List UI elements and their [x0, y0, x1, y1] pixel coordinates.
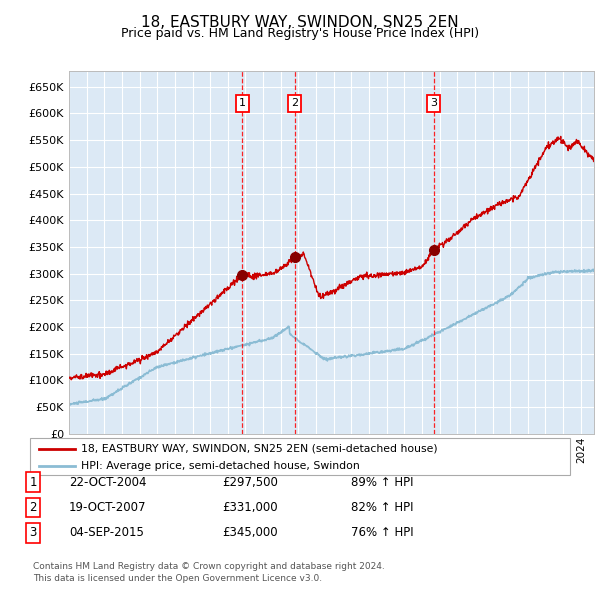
- Text: Price paid vs. HM Land Registry's House Price Index (HPI): Price paid vs. HM Land Registry's House …: [121, 27, 479, 40]
- Text: £345,000: £345,000: [222, 526, 278, 539]
- Text: 89% ↑ HPI: 89% ↑ HPI: [351, 476, 413, 489]
- Text: Contains HM Land Registry data © Crown copyright and database right 2024.: Contains HM Land Registry data © Crown c…: [33, 562, 385, 571]
- Text: 2: 2: [291, 99, 298, 109]
- Text: 3: 3: [29, 526, 37, 539]
- Text: 2: 2: [29, 501, 37, 514]
- Text: 18, EASTBURY WAY, SWINDON, SN25 2EN: 18, EASTBURY WAY, SWINDON, SN25 2EN: [141, 15, 459, 30]
- Text: 76% ↑ HPI: 76% ↑ HPI: [351, 526, 413, 539]
- Text: 3: 3: [430, 99, 437, 109]
- Text: 19-OCT-2007: 19-OCT-2007: [69, 501, 146, 514]
- Text: 1: 1: [29, 476, 37, 489]
- Text: This data is licensed under the Open Government Licence v3.0.: This data is licensed under the Open Gov…: [33, 574, 322, 583]
- Text: £331,000: £331,000: [222, 501, 278, 514]
- Text: 1: 1: [239, 99, 245, 109]
- Text: HPI: Average price, semi-detached house, Swindon: HPI: Average price, semi-detached house,…: [81, 461, 360, 471]
- Text: 22-OCT-2004: 22-OCT-2004: [69, 476, 146, 489]
- Text: £297,500: £297,500: [222, 476, 278, 489]
- Text: 18, EASTBURY WAY, SWINDON, SN25 2EN (semi-detached house): 18, EASTBURY WAY, SWINDON, SN25 2EN (sem…: [81, 444, 437, 454]
- Text: 04-SEP-2015: 04-SEP-2015: [69, 526, 144, 539]
- Text: 82% ↑ HPI: 82% ↑ HPI: [351, 501, 413, 514]
